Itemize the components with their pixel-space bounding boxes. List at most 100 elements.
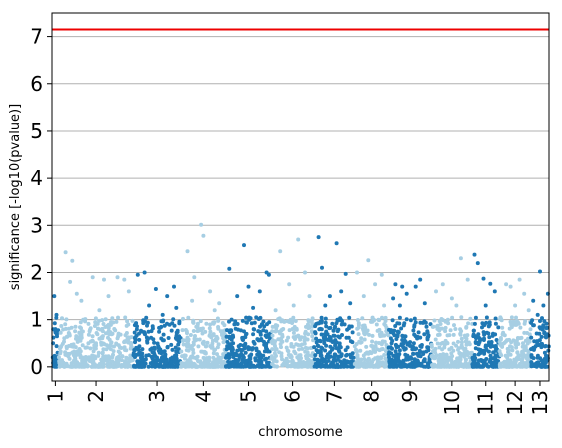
snp-point <box>454 343 459 348</box>
snp-point-peak <box>126 289 131 294</box>
snp-point <box>166 364 171 369</box>
snp-point <box>128 353 133 358</box>
snp-point <box>531 323 536 328</box>
snp-point <box>118 351 122 356</box>
snp-point <box>494 338 499 342</box>
snp-point <box>512 322 517 327</box>
snp-point <box>150 350 155 355</box>
snp-point <box>377 341 381 345</box>
snp-point <box>280 357 284 362</box>
snp-point <box>231 335 236 339</box>
snp-point <box>104 355 109 359</box>
snp-point <box>302 341 307 346</box>
snp-point <box>211 351 216 356</box>
snp-point <box>116 315 120 320</box>
snp-point <box>416 335 421 340</box>
snp-point-peak <box>348 301 353 306</box>
snp-point <box>396 330 401 335</box>
snp-point-peak <box>192 275 197 280</box>
snp-point <box>286 349 291 354</box>
snp-point <box>238 328 243 333</box>
snp-point <box>393 355 398 360</box>
snp-point <box>366 363 371 368</box>
snp-point-peak <box>541 303 546 308</box>
snp-point <box>393 324 398 328</box>
snp-point <box>116 354 121 359</box>
snp-point <box>108 322 113 327</box>
snp-point-peak <box>70 258 75 263</box>
snp-point <box>412 346 417 351</box>
snp-point <box>436 362 441 367</box>
snp-point <box>459 336 464 341</box>
snp-point <box>126 361 130 366</box>
snp-point-peak <box>508 284 513 289</box>
snp-point <box>201 339 206 344</box>
snp-point <box>266 332 271 337</box>
snp-point <box>122 345 127 350</box>
snp-point <box>244 315 249 320</box>
snp-point <box>260 322 265 327</box>
snp-point <box>348 339 353 344</box>
snp-point <box>170 347 175 352</box>
snp-point <box>85 345 89 350</box>
snp-point <box>172 359 177 364</box>
snp-point <box>83 357 88 362</box>
y-tick-label: 7 <box>30 25 43 49</box>
snp-point <box>441 352 446 357</box>
snp-point <box>300 346 305 351</box>
snp-point-peak <box>242 243 246 248</box>
snp-point <box>486 349 491 354</box>
snp-point <box>386 352 391 357</box>
snp-point <box>320 363 325 368</box>
snp-point <box>205 340 210 345</box>
snp-point <box>181 342 186 347</box>
snp-point-peak <box>382 303 387 308</box>
snp-point <box>484 315 489 320</box>
snp-point <box>91 364 96 369</box>
snp-point <box>397 359 402 364</box>
snp-point <box>273 323 278 328</box>
snp-point <box>191 329 196 333</box>
y-tick-label: 1 <box>30 308 43 332</box>
snp-point <box>380 315 384 320</box>
snp-point <box>270 333 275 338</box>
snp-point <box>137 351 141 356</box>
snp-point <box>539 345 544 350</box>
snp-point <box>86 332 91 337</box>
snp-point <box>182 354 187 359</box>
snp-point <box>177 321 182 326</box>
snp-point <box>408 343 413 348</box>
snp-point-peak <box>379 272 384 277</box>
snp-point <box>52 363 57 368</box>
snp-point <box>458 332 463 337</box>
snp-point <box>511 338 516 343</box>
snp-point <box>99 340 104 345</box>
snp-point <box>291 363 295 368</box>
x-tick-label: 3 <box>145 390 169 403</box>
snp-point <box>69 325 74 330</box>
snp-point <box>308 359 313 364</box>
snp-point <box>196 359 200 363</box>
snp-point <box>468 316 473 321</box>
snp-point <box>344 353 349 358</box>
snp-point <box>78 355 83 360</box>
snp-point <box>268 364 273 369</box>
snp-point <box>208 322 213 327</box>
snp-point <box>512 357 517 362</box>
snp-point <box>328 350 333 355</box>
x-axis-label: chromosome <box>258 425 342 440</box>
snp-point <box>220 361 225 366</box>
snp-point <box>302 335 307 340</box>
snp-point <box>134 327 139 332</box>
snp-point <box>243 360 248 364</box>
snp-point <box>493 316 498 321</box>
snp-point-peak <box>296 237 301 242</box>
snp-point <box>416 330 421 335</box>
snp-point-peak <box>397 303 402 308</box>
snp-point <box>292 325 297 330</box>
snp-point <box>139 328 143 333</box>
snp-point <box>505 364 510 369</box>
snp-point <box>382 353 387 357</box>
snp-point <box>444 357 448 362</box>
snp-point <box>143 357 148 362</box>
